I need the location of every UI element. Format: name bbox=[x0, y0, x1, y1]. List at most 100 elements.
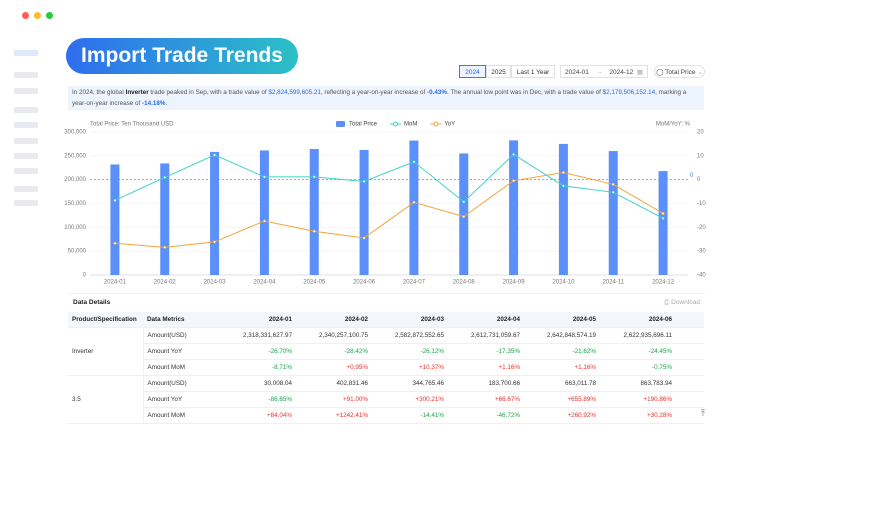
y2-tick-label: 20 bbox=[697, 130, 704, 136]
end-date: 2024-12 bbox=[609, 69, 634, 76]
metric-value: Total Price bbox=[665, 69, 696, 76]
sidebar-item[interactable] bbox=[14, 88, 38, 94]
data-table: Product/Specification Data Metrics 2024-01… bbox=[68, 312, 704, 424]
value-cell: 30,008.04 bbox=[220, 375, 296, 392]
point bbox=[362, 179, 366, 183]
data-row: Amount MoM +84.04% +1242.41% -14.41% -46.72%… bbox=[68, 407, 704, 424]
summary-value: -14.18% bbox=[142, 100, 166, 107]
bar bbox=[359, 149, 369, 275]
value-cell: 2,622,935,696.11 bbox=[600, 327, 676, 344]
sidebar-item[interactable] bbox=[14, 72, 38, 78]
value-cell: -14.41% bbox=[372, 407, 448, 424]
table-wrap: Product/Specification Data Metrics 2024-01… bbox=[68, 312, 704, 424]
year-button[interactable]: Last 1 Year bbox=[511, 65, 555, 78]
metric-cell: Amount(USD) bbox=[143, 375, 220, 392]
value-cell: +1242.41% bbox=[296, 407, 372, 424]
x-tick-label: 2024-03 bbox=[204, 280, 227, 286]
sidebar-item[interactable] bbox=[14, 200, 38, 206]
column-header: 2024-02 bbox=[296, 312, 372, 328]
metric-cell: Amount(USD) bbox=[143, 327, 220, 344]
sidebar-item[interactable] bbox=[14, 168, 38, 174]
value-cell: +10.37% bbox=[372, 359, 448, 376]
date-range[interactable]: 2024-01 → 2024-12 ▦ bbox=[560, 65, 648, 78]
column-header: 2024-01 bbox=[220, 312, 296, 328]
table-title: Data Details bbox=[73, 299, 111, 306]
y-tick-label: 250,000 bbox=[64, 153, 86, 159]
spacer-cell bbox=[676, 407, 704, 424]
y-tick-label: 200,000 bbox=[64, 177, 86, 183]
point bbox=[213, 240, 217, 244]
y2-tick-label: 10 bbox=[697, 153, 704, 159]
value-cell: 2,318,331,627.97 bbox=[220, 327, 296, 344]
column-header: 2024-04 bbox=[448, 312, 524, 328]
sidebar-item[interactable] bbox=[14, 107, 38, 113]
window-close[interactable] bbox=[22, 12, 29, 19]
y-tick-label: 0 bbox=[83, 273, 87, 279]
window-minimize[interactable] bbox=[34, 12, 41, 19]
point bbox=[661, 211, 665, 215]
value-cell: +91.00% bbox=[296, 391, 372, 408]
sidebar-item[interactable] bbox=[14, 153, 38, 159]
metric-cell: Amount YoY bbox=[143, 343, 220, 360]
value-cell: -17.35% bbox=[448, 343, 524, 360]
legend-swatch bbox=[336, 121, 345, 127]
point bbox=[362, 236, 366, 240]
chart: Total Price: Ten Thousand USD MoM/YoY: %… bbox=[64, 121, 706, 286]
value-cell: -0.75% bbox=[600, 359, 676, 376]
bar bbox=[558, 143, 568, 275]
y-axis-title: Total Price: Ten Thousand USD bbox=[90, 122, 174, 128]
column-header: 2024-05 bbox=[524, 312, 600, 328]
value-cell: 863,783.94 bbox=[600, 375, 676, 392]
summary-text: , marking a year-on-year increase of bbox=[72, 89, 687, 107]
bar bbox=[608, 151, 618, 275]
y-tick-label: 150,000 bbox=[64, 201, 86, 207]
scroll-top[interactable]: ⤒ bbox=[701, 408, 705, 418]
value-cell: +190.86% bbox=[600, 391, 676, 408]
spacer-cell bbox=[676, 343, 704, 360]
value-cell: +300.21% bbox=[372, 391, 448, 408]
x-tick-label: 2024-10 bbox=[552, 280, 575, 286]
bar bbox=[658, 171, 668, 275]
summary-value: $2,824,599,605.21 bbox=[268, 89, 321, 96]
line bbox=[114, 153, 664, 219]
summary-value: -0.43% bbox=[427, 89, 447, 96]
column-header: 2024-03 bbox=[372, 312, 448, 328]
value-cell: 663,011.78 bbox=[524, 375, 600, 392]
window-maximize[interactable] bbox=[46, 12, 53, 19]
column-header: 2024-06 bbox=[600, 312, 676, 328]
sidebar-item[interactable] bbox=[14, 138, 38, 144]
point bbox=[512, 179, 516, 183]
x-tick-label: 2024-06 bbox=[353, 280, 376, 286]
reference-label: 0 bbox=[690, 173, 694, 179]
year-button[interactable]: 2024 bbox=[459, 65, 486, 78]
legend-swatch bbox=[393, 121, 399, 127]
metric-cell: Amount MoM bbox=[143, 407, 220, 424]
value-cell: -26.70% bbox=[220, 343, 296, 360]
metric-select[interactable]: ◯ Total Price ⌄ bbox=[654, 65, 705, 78]
download-button[interactable]: ⎙ Download bbox=[664, 299, 700, 306]
sidebar-item[interactable] bbox=[14, 186, 38, 192]
bar bbox=[110, 164, 120, 275]
data-row: 3.5 Amount(USD) 30,008.04 402,831.46 344,765… bbox=[68, 375, 704, 424]
sidebar-item[interactable] bbox=[14, 122, 38, 128]
bar bbox=[210, 151, 220, 275]
column-header: Product/Specification bbox=[68, 312, 143, 328]
data-row: Inverter Amount(USD) 2,318,331,627.97 2,340… bbox=[68, 327, 704, 376]
value-cell: 2,642,848,574.19 bbox=[524, 327, 600, 344]
sidebar-item[interactable] bbox=[14, 50, 38, 56]
value-cell: +30.28% bbox=[600, 407, 676, 424]
x-tick-label: 2024-11 bbox=[602, 280, 624, 286]
bar bbox=[459, 153, 469, 275]
y-tick-label: 300,000 bbox=[64, 130, 86, 136]
year-button[interactable]: 2025 bbox=[486, 65, 511, 78]
download-label: Download bbox=[671, 299, 700, 306]
spacer-cell bbox=[676, 359, 704, 376]
point bbox=[312, 229, 316, 233]
value-cell: +66.67% bbox=[448, 391, 524, 408]
value-cell: -46.72% bbox=[448, 407, 524, 424]
value-cell: +655.89% bbox=[524, 391, 600, 408]
x-tick-label: 2024-04 bbox=[253, 280, 276, 286]
line bbox=[114, 172, 664, 248]
summary-text: . The annual low point was in Dec, with … bbox=[446, 89, 603, 96]
